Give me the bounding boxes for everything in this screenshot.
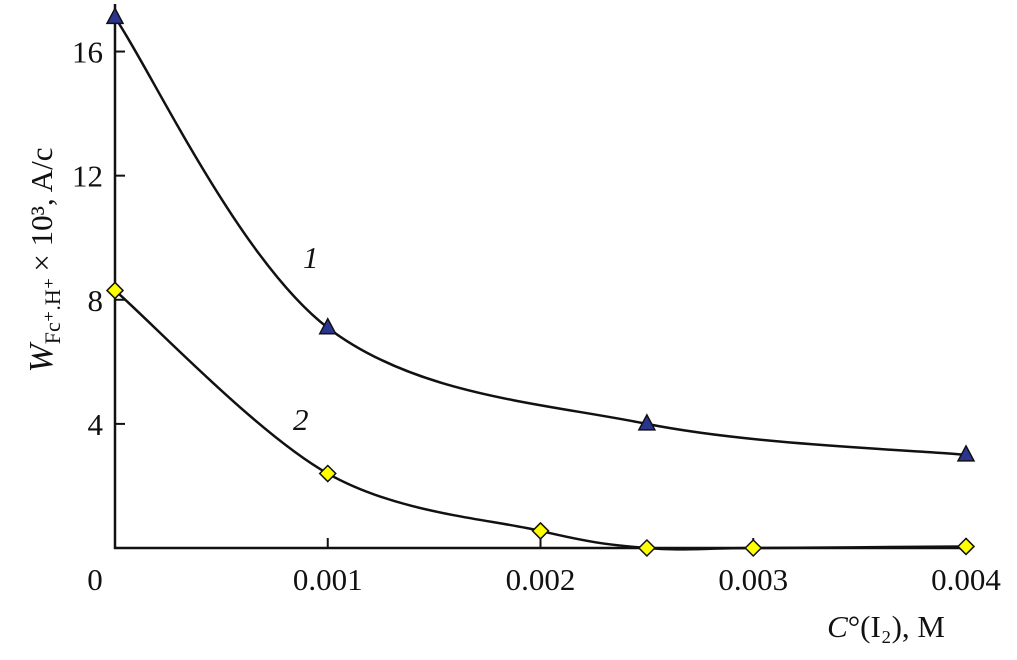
y-axis-label: WFc⁺.H⁺ × 10³, A/c: [23, 147, 65, 372]
x-label-var: C: [827, 609, 848, 644]
curve-label: 2: [293, 402, 309, 437]
data-point: [956, 537, 976, 556]
data-point: [956, 444, 976, 462]
data-point: [637, 413, 657, 431]
data-point: [105, 6, 125, 25]
x-tick-label: 0.004: [931, 562, 1001, 597]
y-label-unit: × 10³, A/c: [24, 147, 59, 271]
y-tick-label: 12: [72, 159, 103, 194]
y-tick-label: 4: [88, 407, 104, 442]
data-point: [637, 538, 656, 558]
data-point: [318, 464, 337, 483]
series-line: [114, 289, 967, 551]
y-tick-label: 16: [72, 35, 103, 70]
data-point: [318, 317, 337, 335]
data-point: [744, 538, 763, 558]
y-tick-label: 8: [88, 283, 104, 318]
data-point: [531, 521, 550, 540]
x-tick-label: 0.002: [506, 562, 576, 597]
y-label-sub: Fc⁺.H⁺: [40, 278, 65, 345]
x-tick-label: 0: [87, 562, 103, 597]
x-label-rest: °(I₂), M: [848, 609, 945, 644]
curve-label: 1: [303, 240, 319, 275]
y-label-main: W: [23, 342, 60, 373]
x-tick-label: 0.001: [293, 562, 363, 597]
data-point: [105, 281, 125, 300]
x-tick-label: 0.003: [718, 562, 788, 597]
x-axis-label: C°(I₂), M: [827, 609, 945, 644]
series-line: [113, 16, 967, 457]
